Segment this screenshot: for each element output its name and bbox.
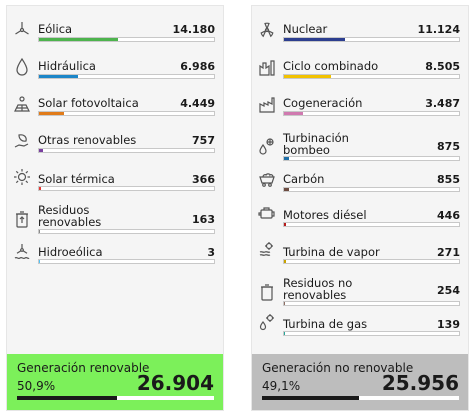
- summary-progress-bar: [17, 396, 214, 400]
- item-label: Turbina de vapor: [283, 246, 418, 258]
- progress-bar: [283, 187, 460, 192]
- progress-fill: [284, 188, 289, 191]
- progress-bar: [38, 186, 215, 191]
- item-label: Residuos renovables: [38, 204, 173, 228]
- progress-fill: [39, 260, 40, 263]
- progress-bar: [283, 111, 460, 116]
- summary-non-renewable: Generación no renovable 49,1% 25.956: [252, 354, 468, 410]
- recycle-bin-icon: [12, 209, 32, 229]
- progress-fill: [284, 157, 289, 160]
- engine-icon: [257, 203, 277, 223]
- summary-title: Generación renovable: [17, 361, 149, 375]
- wind-turbine-icon: [12, 20, 32, 40]
- progress-fill: [39, 112, 64, 115]
- progress-fill: [39, 75, 78, 78]
- item-label: Otras renovables: [38, 134, 173, 146]
- summary-total: 26.904: [137, 371, 214, 395]
- item-label: Ciclo combinado: [283, 60, 418, 72]
- progress-bar: [38, 148, 215, 153]
- non-renewable-panel: Nuclear 11.124 Ciclo combinado 8.505 Cog…: [251, 5, 469, 411]
- item-value: 855: [437, 173, 460, 186]
- progress-fill: [284, 332, 285, 335]
- progress-bar: [283, 331, 460, 336]
- water-drop-icon: [12, 57, 32, 77]
- item-value: 3.487: [425, 97, 460, 110]
- item-value: 271: [437, 246, 460, 259]
- progress-fill: [39, 38, 118, 41]
- progress-bar: [283, 222, 460, 227]
- progress-bar: [283, 37, 460, 42]
- progress-bar: [38, 259, 215, 264]
- item-value: 366: [192, 173, 215, 186]
- progress-fill: [284, 38, 345, 41]
- atom-icon: [257, 20, 277, 40]
- progress-fill: [284, 223, 286, 226]
- item-label: Nuclear: [283, 23, 418, 35]
- item-value: 11.124: [418, 23, 460, 36]
- progress-bar: [283, 301, 460, 306]
- item-value: 3: [207, 246, 215, 259]
- steam-gear-icon: [257, 240, 277, 260]
- item-value: 163: [192, 213, 215, 226]
- factory-icon: [257, 94, 277, 114]
- progress-bar: [283, 259, 460, 264]
- item-label: Motores diésel: [283, 209, 418, 221]
- progress-fill: [39, 230, 40, 233]
- summary-progress-fill: [17, 396, 117, 400]
- item-label: Carbón: [283, 173, 418, 185]
- progress-fill: [284, 112, 303, 115]
- progress-bar: [38, 229, 215, 234]
- progress-fill: [284, 302, 285, 305]
- summary-percent: 49,1%: [262, 379, 300, 393]
- item-value: 4.449: [180, 97, 215, 110]
- wind-water-icon: [12, 242, 32, 262]
- turbine-drop-icon: [257, 136, 277, 156]
- item-value: 14.180: [173, 23, 215, 36]
- item-label: Solar fotovoltaica: [38, 97, 173, 109]
- progress-bar: [283, 156, 460, 161]
- coal-cart-icon: [257, 168, 277, 188]
- item-label: Eólica: [38, 23, 173, 35]
- waste-bin-icon: [257, 282, 277, 302]
- summary-renewable: Generación renovable 50,9% 26.904: [7, 354, 223, 410]
- summary-total: 25.956: [382, 371, 459, 395]
- progress-bar: [38, 111, 215, 116]
- solar-panel-icon: [12, 94, 32, 114]
- item-value: 757: [192, 134, 215, 147]
- progress-fill: [39, 187, 41, 190]
- summary-percent: 50,9%: [17, 379, 55, 393]
- item-label: Turbinación bombeo: [283, 132, 418, 156]
- item-label: Turbina de gas: [283, 318, 418, 330]
- renewable-panel: Eólica 14.180 Hidráulica 6.986 Solar fot…: [6, 5, 224, 411]
- item-value: 446: [437, 209, 460, 222]
- item-label: Cogeneración: [283, 97, 418, 109]
- progress-fill: [284, 260, 286, 263]
- progress-bar: [38, 74, 215, 79]
- item-label: Residuos no renovables: [283, 277, 418, 301]
- item-value: 875: [437, 140, 460, 153]
- sun-icon: [12, 167, 32, 187]
- item-value: 139: [437, 318, 460, 331]
- gas-gear-icon: [257, 312, 277, 332]
- item-value: 8.505: [425, 60, 460, 73]
- progress-bar: [283, 74, 460, 79]
- item-label: Hidroeólica: [38, 246, 173, 258]
- summary-progress-bar: [262, 396, 459, 400]
- progress-fill: [39, 149, 43, 152]
- item-label: Hidráulica: [38, 60, 173, 72]
- item-label: Solar térmica: [38, 173, 173, 185]
- item-value: 6.986: [180, 60, 215, 73]
- power-plant-icon: [257, 57, 277, 77]
- item-value: 254: [437, 284, 460, 297]
- summary-progress-fill: [262, 396, 359, 400]
- leaf-hand-icon: [12, 131, 32, 151]
- progress-fill: [284, 75, 331, 78]
- progress-bar: [38, 37, 215, 42]
